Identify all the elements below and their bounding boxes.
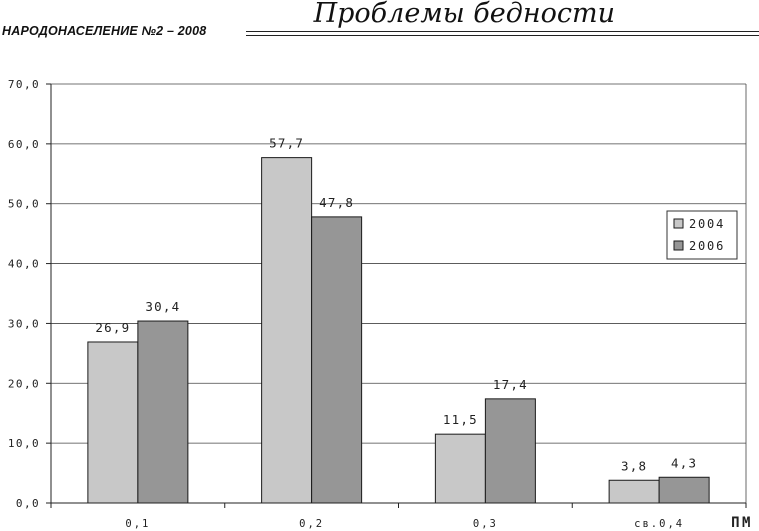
x-tick-label: 0,2 xyxy=(299,518,324,530)
value-label: 47,8 xyxy=(319,195,354,210)
bar-2006-1 xyxy=(137,320,189,504)
legend-swatch-2006 xyxy=(673,240,684,251)
x-tick-label: 0,1 xyxy=(125,518,150,530)
value-label: 26,9 xyxy=(95,320,130,335)
bars xyxy=(87,157,710,504)
header-rule-bottom xyxy=(246,35,759,36)
bar-2004-3 xyxy=(434,433,486,504)
value-label: 4,3 xyxy=(671,455,697,470)
y-tick-label: 50,0 xyxy=(8,198,40,211)
y-tick-label: 10,0 xyxy=(8,437,40,450)
x-tick-label: св.0,4 xyxy=(634,518,684,530)
y-tick-label: 60,0 xyxy=(8,138,40,151)
bar-2004-2 xyxy=(261,157,313,504)
value-label: 11,5 xyxy=(443,412,478,427)
y-tick-label: 40,0 xyxy=(8,258,40,271)
value-label: 3,8 xyxy=(621,458,647,473)
y-tick-label: 20,0 xyxy=(8,377,40,390)
y-tick-label: 0,0 xyxy=(16,497,40,510)
x-axis-label: ПМ xyxy=(731,515,753,531)
y-tick-label: 70,0 xyxy=(8,78,40,91)
bar-2006-3 xyxy=(484,398,536,504)
bar-2006-4 xyxy=(658,476,710,504)
value-label: 30,4 xyxy=(145,299,180,314)
legend-swatch-2004 xyxy=(673,218,684,229)
legend-label-2004: 2004 xyxy=(689,217,725,231)
bar-2004-4 xyxy=(608,479,660,504)
y-tick-label: 30,0 xyxy=(8,317,40,330)
header-rule-top xyxy=(246,31,759,32)
journal-header: НАРОДОНАСЕЛЕНИЕ №2 – 2008 xyxy=(2,24,207,38)
x-tick-label: 0,3 xyxy=(473,518,498,530)
section-title: Проблемы бедности xyxy=(307,0,621,29)
legend-label-2006: 2006 xyxy=(689,239,725,253)
axes: 0,0 10,0 20,0 30,0 40,0 50,0 60,0 70,0 0,1 0,2 0,3… xyxy=(8,78,753,531)
legend: 2004 2006 xyxy=(666,210,738,260)
value-label: 17,4 xyxy=(493,377,528,392)
bar-2006-2 xyxy=(311,216,363,504)
bar-2004-1 xyxy=(87,341,139,504)
value-labels: 26,9 30,4 57,7 47,8 11,5 17,4 3,8 4,3 xyxy=(95,136,697,474)
value-label: 57,7 xyxy=(269,136,304,151)
